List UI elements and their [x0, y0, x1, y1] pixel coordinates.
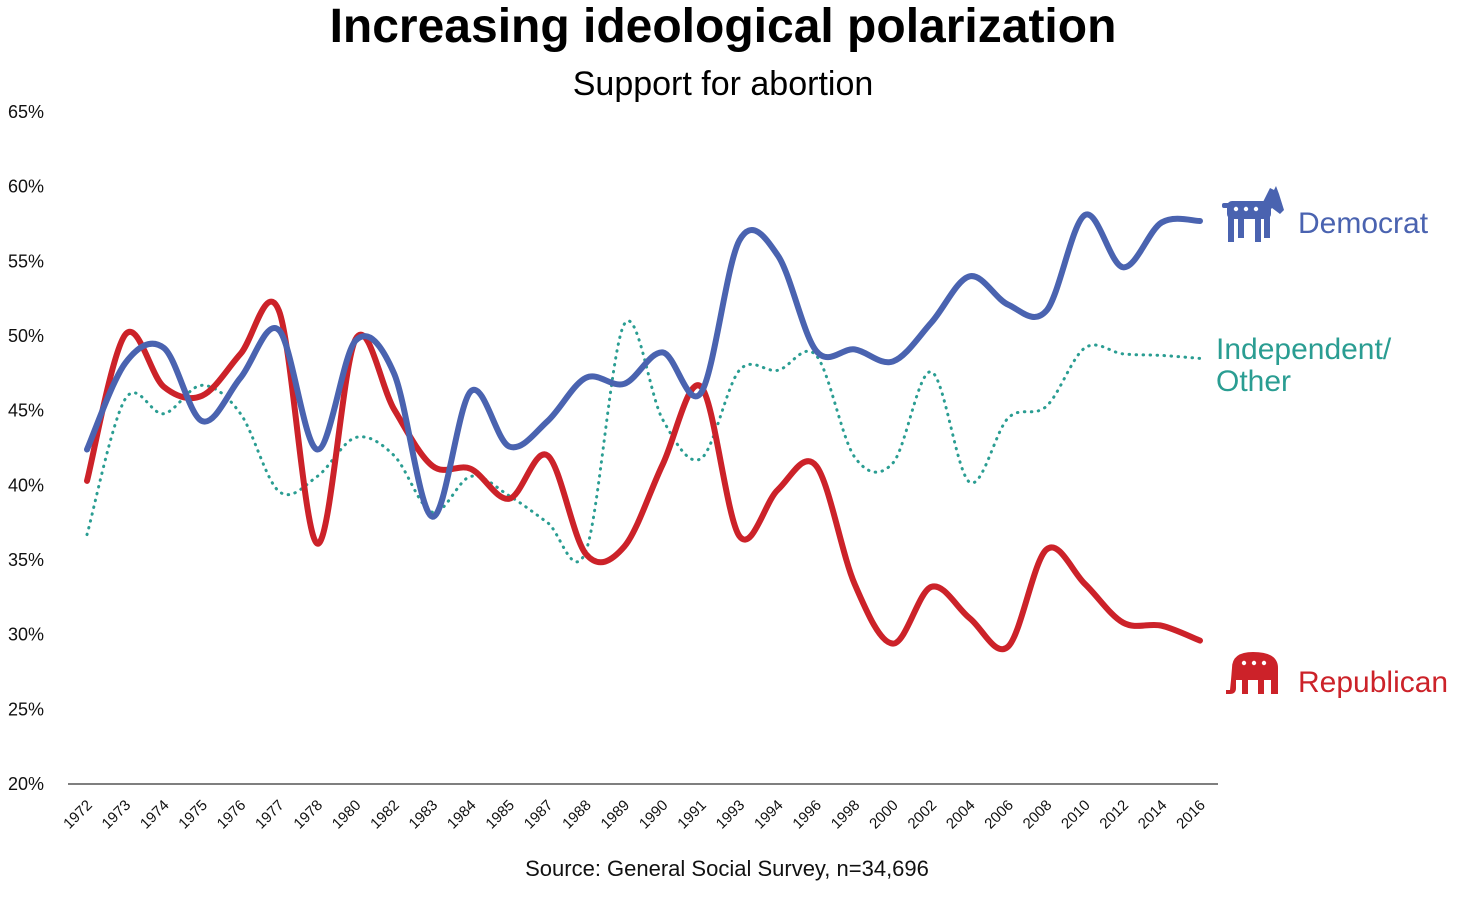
y-tick-label: 55% [8, 251, 44, 271]
x-tick-label: 2000 [866, 797, 902, 833]
y-tick-label: 65% [8, 102, 44, 122]
x-tick-label: 1982 [367, 797, 403, 833]
elephant-icon [1226, 652, 1278, 694]
y-tick-label: 40% [8, 475, 44, 495]
y-tick-label: 25% [8, 699, 44, 719]
x-tick-label: 1989 [598, 797, 634, 833]
x-tick-label: 1976 [214, 797, 250, 833]
x-tick-label: 1972 [60, 797, 96, 833]
x-tick-label: 2006 [981, 797, 1017, 833]
x-tick-label: 2004 [943, 797, 979, 833]
x-tick-label: 1996 [789, 797, 825, 833]
x-tick-label: 1973 [99, 797, 135, 833]
x-tick-label: 1990 [636, 797, 672, 833]
label-independent-other-line: Other [1216, 365, 1291, 398]
series-line-republican [84, 298, 1203, 652]
y-tick-label: 30% [8, 625, 44, 645]
x-tick-label: 1988 [559, 797, 595, 833]
x-tick-label: 1998 [828, 797, 864, 833]
x-tick-label: 2002 [905, 797, 941, 833]
series-labels: Democrat Independent/Other Republican [1216, 186, 1448, 699]
x-tick-label: 2014 [1135, 797, 1171, 833]
x-tick-label: 1991 [674, 797, 710, 833]
x-tick-label: 1984 [444, 797, 480, 833]
label-independent-other-line: Independent/ [1216, 333, 1392, 366]
source-note: Source: General Social Survey, n=34,696 [525, 856, 929, 881]
x-tick-label: 1974 [137, 797, 173, 833]
x-tick-label: 2016 [1173, 797, 1209, 833]
donkey-icon [1222, 186, 1284, 242]
x-axis: 1972 1973 1974 1975 1976 1977 1978 1980 1982 1983… [60, 797, 1209, 833]
x-tick-label: 1983 [406, 797, 442, 833]
chart-subtitle: Support for abortion [573, 65, 874, 103]
y-tick-label: 60% [8, 177, 44, 197]
chart-title: Increasing ideological polarization [330, 0, 1117, 53]
x-tick-label: 1975 [175, 797, 211, 833]
series-group [84, 211, 1203, 652]
series-line-independent-other [85, 319, 1202, 564]
x-tick-label: 1985 [482, 797, 518, 833]
label-republican: Republican [1298, 666, 1448, 699]
y-tick-label: 35% [8, 550, 44, 570]
x-tick-label: 1977 [252, 797, 288, 833]
y-tick-label: 20% [8, 774, 44, 794]
x-tick-label: 1993 [713, 797, 749, 833]
x-tick-label: 1987 [521, 797, 557, 833]
x-tick-label: 2010 [1058, 797, 1094, 833]
x-tick-label: 2008 [1020, 797, 1056, 833]
y-tick-label: 50% [8, 326, 44, 346]
y-axis: 20% 25% 30% 35% 40% 45% 50% 55% 60% 65% [8, 102, 44, 794]
label-democrat: Democrat [1298, 207, 1429, 240]
y-tick-label: 45% [8, 401, 44, 421]
x-tick-label: 1978 [290, 797, 326, 833]
x-tick-label: 2012 [1096, 797, 1132, 833]
x-tick-label: 1980 [329, 797, 365, 833]
series-line-democrat [84, 211, 1203, 520]
x-tick-label: 1994 [751, 797, 787, 833]
